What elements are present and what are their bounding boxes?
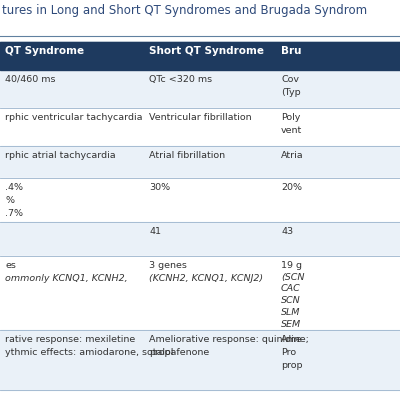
Text: Pro: Pro — [281, 348, 296, 357]
Text: Short QT Syndrome: Short QT Syndrome — [149, 46, 264, 56]
Bar — [0, 70, 400, 108]
Bar — [0, 222, 400, 256]
Text: 30%: 30% — [149, 183, 170, 192]
Text: .7%: .7% — [5, 209, 23, 218]
Bar — [0, 256, 400, 330]
Text: 3 genes: 3 genes — [149, 261, 187, 270]
Text: 41: 41 — [149, 227, 161, 236]
Text: Bru: Bru — [281, 46, 302, 56]
Text: (Typ: (Typ — [281, 88, 301, 97]
Text: rphic ventricular tachycardia: rphic ventricular tachycardia — [5, 113, 142, 122]
Text: vent: vent — [281, 126, 302, 135]
Text: Cov: Cov — [281, 75, 299, 84]
Text: rphic atrial tachycardia: rphic atrial tachycardia — [5, 151, 116, 160]
Text: rative response: mexiletine: rative response: mexiletine — [5, 335, 135, 344]
Text: Ventricular fibrillation: Ventricular fibrillation — [149, 113, 252, 122]
Text: QTc <320 ms: QTc <320 ms — [149, 75, 212, 84]
Bar — [0, 330, 400, 390]
Text: tures in Long and Short QT Syndromes and Brugada Syndrom: tures in Long and Short QT Syndromes and… — [2, 4, 367, 17]
Bar — [0, 42, 400, 70]
Text: SLM: SLM — [281, 308, 300, 317]
Text: (KCNH2, KCNQ1, KCNJ2): (KCNH2, KCNQ1, KCNJ2) — [149, 274, 263, 283]
Text: Atrial fibrillation: Atrial fibrillation — [149, 151, 225, 160]
Text: 43: 43 — [281, 227, 293, 236]
Text: Atria: Atria — [281, 151, 304, 160]
Text: %: % — [5, 196, 14, 205]
Text: ommonly KCNQ1, KCNH2,: ommonly KCNQ1, KCNH2, — [5, 274, 128, 283]
Text: Ame: Ame — [281, 335, 303, 344]
Text: ythmic effects: amiodarone, sotalol: ythmic effects: amiodarone, sotalol — [5, 348, 173, 357]
Text: es: es — [5, 261, 16, 270]
Text: .4%: .4% — [5, 183, 23, 192]
Bar — [0, 146, 400, 178]
Text: 40/460 ms: 40/460 ms — [5, 75, 56, 84]
Text: Ameliorative response: quinidine;: Ameliorative response: quinidine; — [149, 335, 309, 344]
Text: Poly: Poly — [281, 113, 300, 122]
Bar — [0, 178, 400, 222]
Text: 20%: 20% — [281, 183, 302, 192]
Text: SEM: SEM — [281, 320, 301, 329]
Text: (SCN: (SCN — [281, 273, 304, 282]
Text: prop: prop — [281, 361, 302, 370]
Text: QT Syndrome: QT Syndrome — [5, 46, 84, 56]
Text: 19 g: 19 g — [281, 261, 302, 270]
Text: propafenone: propafenone — [149, 348, 209, 357]
Text: SCN: SCN — [281, 296, 301, 305]
Bar — [0, 108, 400, 146]
Text: CAC: CAC — [281, 284, 301, 294]
